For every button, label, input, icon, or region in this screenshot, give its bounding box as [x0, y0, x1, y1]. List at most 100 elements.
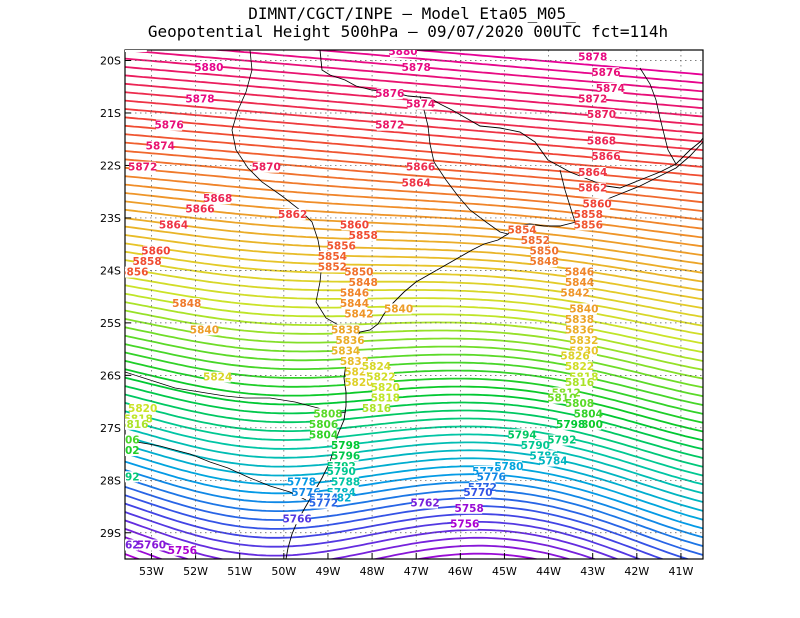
- contour-label: 5878: [185, 93, 214, 105]
- latitude-ticks: 20S 21S 22S 23S 24S 25S 26S 27S 28S 29S: [100, 54, 131, 540]
- contour-label-bg: [588, 135, 615, 147]
- contour-label: 5826: [344, 377, 373, 389]
- contour-label: 5862: [578, 183, 607, 195]
- lon-tick-label: 44W: [536, 565, 561, 578]
- contour-label: 5824: [362, 361, 391, 373]
- contour-label-bg: [125, 471, 138, 483]
- contour-label-bg: [310, 429, 337, 441]
- contour-5794: [125, 393, 703, 459]
- contour-5800: [125, 368, 703, 433]
- contour-5834: [125, 225, 703, 283]
- contour-label-bg: [341, 355, 368, 367]
- contour-label-bg: [575, 208, 602, 220]
- contour-label-bg: [332, 345, 359, 357]
- lon-tick-label: 45W: [492, 565, 517, 578]
- lat-tick-label: 26S: [100, 369, 121, 382]
- contour-label-bg: [345, 308, 372, 320]
- contour-label-bg: [350, 277, 377, 289]
- contour-label-bg: [575, 408, 602, 420]
- contour-label-bg: [125, 266, 147, 278]
- contour-label-bg: [451, 518, 478, 530]
- contour-label-bg: [570, 303, 597, 315]
- contour-label-bg: [580, 31, 606, 42]
- contour-5764: [125, 519, 620, 559]
- contour-lines: [125, 50, 703, 559]
- lon-tick-label: 51W: [227, 565, 252, 578]
- contour-label: 5872: [375, 120, 404, 132]
- contour-label-bg: [187, 93, 214, 105]
- contour-label-bg: [288, 476, 315, 488]
- contour-label: 5870: [587, 109, 616, 121]
- contour-label: 5784: [538, 456, 567, 468]
- lon-tick-label: 42W: [624, 565, 649, 578]
- contour-label: 5808: [313, 408, 342, 420]
- contour-label: 5762: [410, 498, 439, 510]
- contour-label: 5874: [406, 99, 435, 111]
- contour-label-bg: [341, 298, 368, 310]
- coastline-path: [319, 50, 703, 189]
- contour-label-bg: [279, 208, 306, 220]
- chart-title-line-1: DIMNT/CGCT/INPE – Model Eta05_M05_: [248, 4, 576, 23]
- contour-label-bg: [156, 119, 183, 131]
- contour-5818: [125, 292, 703, 354]
- contour-label-bg: [566, 277, 593, 289]
- contour-label: 5864: [578, 167, 607, 179]
- contour-5852: [125, 150, 703, 204]
- contour-label-bg: [345, 366, 372, 378]
- contour-label-bg: [314, 408, 341, 420]
- contour-5838: [125, 208, 703, 265]
- contour-label: 5816: [565, 377, 594, 389]
- contour-label: 5808: [565, 398, 594, 410]
- contour-label-bg: [310, 418, 337, 430]
- contour-label: 5836: [565, 324, 594, 336]
- contour-label-bg: [138, 539, 165, 551]
- contour-label-bg: [125, 50, 147, 52]
- lat-tick-label: 25S: [100, 317, 121, 330]
- contour-label: 5846: [565, 267, 594, 279]
- contour-label: 5762: [110, 540, 139, 552]
- contour-label-bg: [125, 418, 147, 430]
- contour-5762: [125, 527, 597, 559]
- contour-5862: [125, 108, 703, 160]
- contour-label: 5796: [331, 450, 360, 462]
- contour-label: 5860: [340, 219, 369, 231]
- contour-label-bg: [337, 334, 364, 346]
- contour-label-bg: [341, 219, 368, 231]
- contour-5816: [125, 301, 703, 362]
- contour-label: 5842: [560, 288, 589, 300]
- contour-label: 5848: [172, 298, 201, 310]
- contour-label: 5860: [141, 246, 170, 258]
- contour-label-bg: [407, 161, 434, 173]
- contour-label-bg: [531, 256, 558, 268]
- contour-label-bg: [584, 198, 611, 210]
- contour-5824: [125, 267, 703, 327]
- lat-tick-label: 24S: [100, 264, 121, 277]
- contour-label: 5874: [146, 141, 175, 153]
- lat-tick-label: 20S: [100, 54, 121, 67]
- contour-label: 5832: [340, 356, 369, 368]
- contour-label: 5760: [137, 540, 166, 552]
- contour-label: 5880: [194, 62, 223, 74]
- contour-label-bg: [147, 140, 174, 152]
- longitude-ticks: 53W 52W 51W 50W 49W 48W 47W 46W 45W 44W 43W 42W 41W: [139, 553, 693, 578]
- contour-label-bg: [332, 324, 359, 336]
- contour-label-bg: [579, 51, 606, 63]
- contour-5846: [125, 175, 703, 230]
- contour-label: 5848: [530, 256, 559, 268]
- contour-label: 5794: [507, 429, 536, 441]
- contour-5828: [125, 250, 703, 310]
- contour-5882: [405, 50, 703, 76]
- contour-5756: [125, 553, 141, 559]
- contour-label: 5864: [402, 177, 431, 189]
- contour-5796: [125, 385, 703, 451]
- contour-label-bg: [548, 434, 575, 446]
- contour-label: 5858: [349, 230, 378, 242]
- contour-5856: [125, 133, 703, 186]
- contour-label: 5864: [159, 219, 188, 231]
- contour-label-bg: [345, 376, 372, 388]
- contour-label-bg: [319, 250, 346, 262]
- contour-label-bg: [539, 455, 566, 467]
- contour-label-bg: [566, 361, 593, 373]
- contour-label: 5844: [565, 277, 594, 289]
- lat-tick-label: 23S: [100, 212, 121, 225]
